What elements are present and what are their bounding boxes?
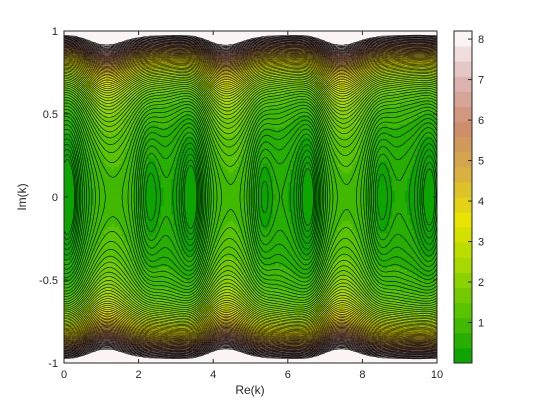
plot-area bbox=[64, 31, 438, 364]
